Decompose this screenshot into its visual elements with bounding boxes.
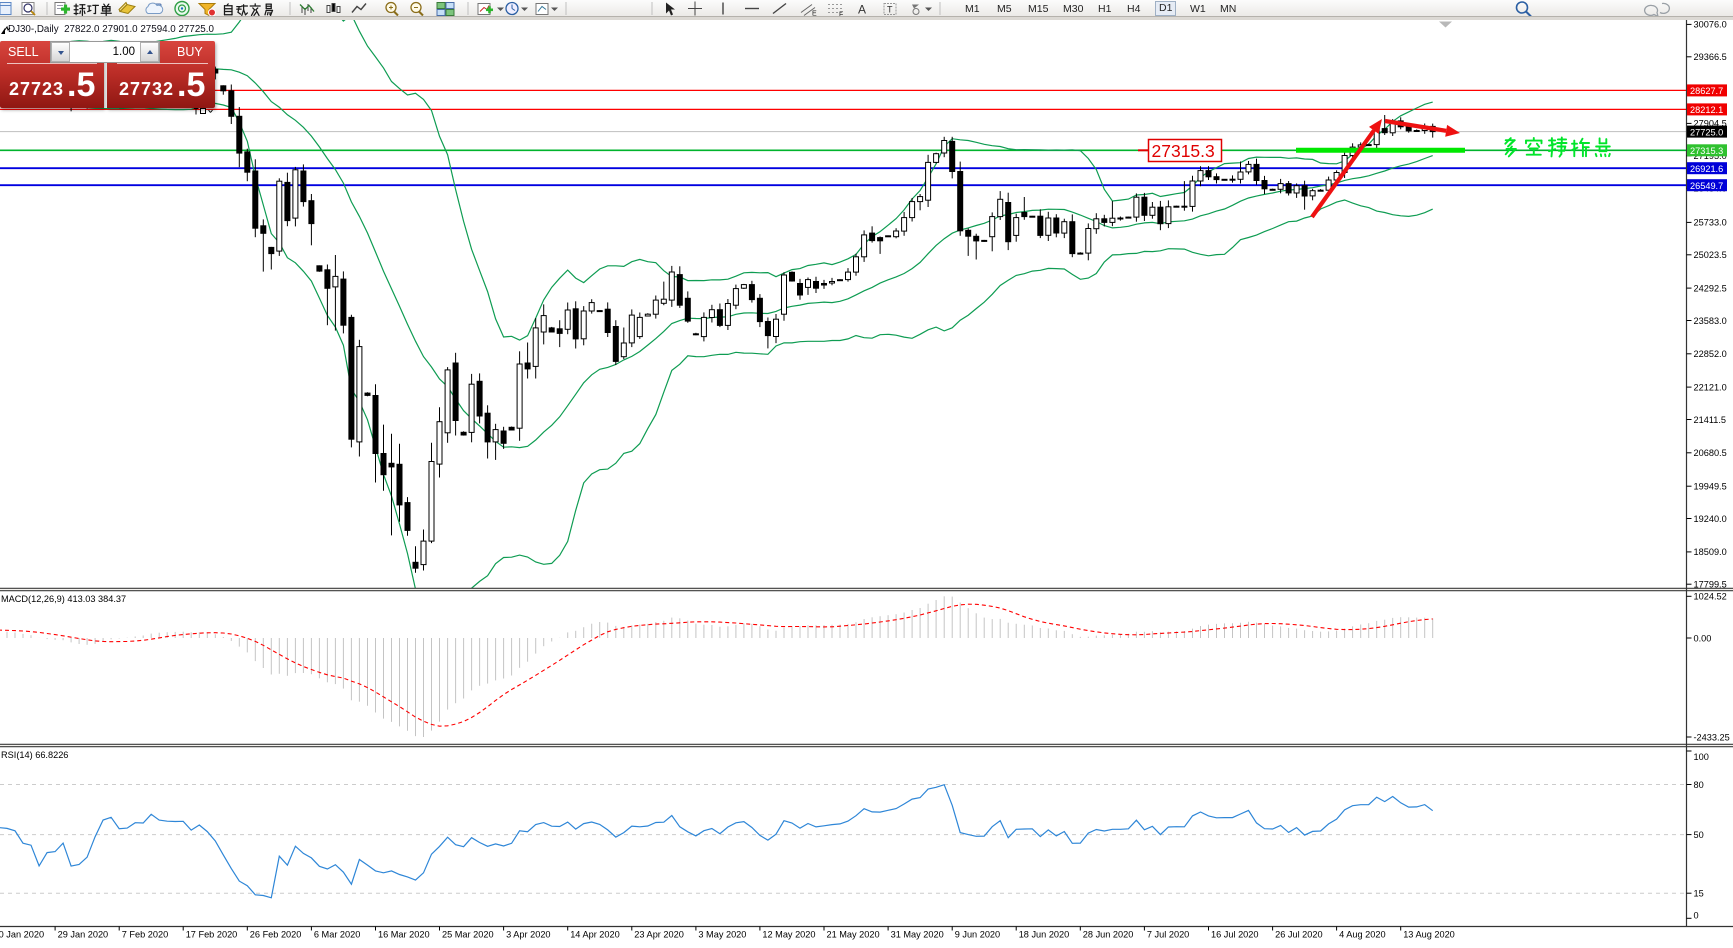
svg-text:3 Apr 2020: 3 Apr 2020	[506, 930, 550, 940]
svg-text:6 Mar 2020: 6 Mar 2020	[314, 930, 360, 940]
svg-text:23583.0: 23583.0	[1694, 316, 1727, 326]
svg-text:27725.0: 27725.0	[1690, 127, 1723, 137]
svg-text:17 Feb 2020: 17 Feb 2020	[186, 930, 238, 940]
svg-text:18 Jun 2020: 18 Jun 2020	[1019, 930, 1070, 940]
svg-text:-2433.25: -2433.25	[1694, 732, 1730, 742]
svg-text:14 Apr 2020: 14 Apr 2020	[570, 930, 620, 940]
svg-text:28 Jun 2020: 28 Jun 2020	[1083, 930, 1134, 940]
svg-text:17799.5: 17799.5	[1694, 580, 1727, 590]
svg-text:22852.0: 22852.0	[1694, 349, 1727, 359]
svg-text:12 May 2020: 12 May 2020	[762, 930, 815, 940]
svg-text:19240.0: 19240.0	[1694, 514, 1727, 524]
svg-text:0.00: 0.00	[1694, 633, 1712, 643]
svg-text:27315.3: 27315.3	[1152, 141, 1215, 161]
svg-text:19949.5: 19949.5	[1694, 482, 1727, 492]
svg-text:T: T	[887, 5, 893, 15]
svg-text:22121.0: 22121.0	[1694, 382, 1727, 392]
svg-text:28627.7: 28627.7	[1690, 86, 1723, 96]
svg-text:80: 80	[1694, 780, 1704, 790]
svg-text:RSI(14) 66.8226: RSI(14) 66.8226	[1, 750, 68, 760]
svg-text:26 Feb 2020: 26 Feb 2020	[250, 930, 302, 940]
svg-text:16 Mar 2020: 16 Mar 2020	[378, 930, 430, 940]
svg-text:20680.5: 20680.5	[1694, 448, 1727, 458]
svg-text:4 Aug 2020: 4 Aug 2020	[1339, 930, 1386, 940]
svg-text:25 Mar 2020: 25 Mar 2020	[442, 930, 494, 940]
svg-text:21 May 2020: 21 May 2020	[827, 930, 880, 940]
svg-text:31 May 2020: 31 May 2020	[891, 930, 944, 940]
svg-text:7 Feb 2020: 7 Feb 2020	[122, 930, 169, 940]
svg-text:30076.0: 30076.0	[1694, 20, 1727, 30]
svg-text:7 Jul 2020: 7 Jul 2020	[1147, 930, 1189, 940]
svg-text:15: 15	[1694, 889, 1704, 899]
svg-text:3 May 2020: 3 May 2020	[698, 930, 746, 940]
svg-text:28212.1: 28212.1	[1690, 105, 1723, 115]
svg-text:100: 100	[1694, 752, 1709, 762]
svg-text:13 Aug 2020: 13 Aug 2020	[1403, 930, 1455, 940]
svg-text:26549.7: 26549.7	[1690, 181, 1723, 191]
svg-text:26 Jul 2020: 26 Jul 2020	[1275, 930, 1323, 940]
svg-text:50: 50	[1694, 830, 1704, 840]
svg-text:25023.5: 25023.5	[1694, 250, 1727, 260]
svg-text:MACD(12,26,9) 413.03 384.37: MACD(12,26,9) 413.03 384.37	[1, 594, 126, 604]
svg-text:0: 0	[1694, 910, 1699, 920]
svg-text:29366.5: 29366.5	[1694, 52, 1727, 62]
svg-text:27315.3: 27315.3	[1690, 146, 1723, 156]
svg-text:16 Jul 2020: 16 Jul 2020	[1211, 930, 1259, 940]
svg-text:25733.0: 25733.0	[1694, 218, 1727, 228]
svg-text:18509.0: 18509.0	[1694, 547, 1727, 557]
svg-text:9 Jun 2020: 9 Jun 2020	[955, 930, 1000, 940]
svg-text:29 Jan 2020: 29 Jan 2020	[58, 930, 109, 940]
svg-text:23 Apr 2020: 23 Apr 2020	[634, 930, 684, 940]
svg-text:21411.5: 21411.5	[1694, 415, 1727, 425]
svg-text:1024.52: 1024.52	[1694, 592, 1727, 602]
svg-text:20 Jan 2020: 20 Jan 2020	[0, 930, 44, 940]
svg-text:24292.5: 24292.5	[1694, 283, 1727, 293]
svg-text:A: A	[858, 3, 866, 17]
svg-text:26921.6: 26921.6	[1690, 164, 1723, 174]
